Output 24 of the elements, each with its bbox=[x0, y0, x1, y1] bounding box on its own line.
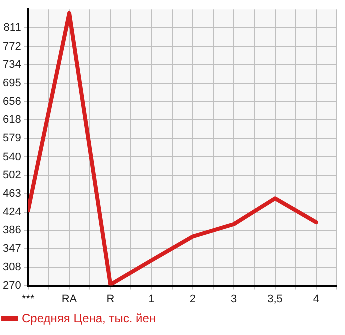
x-tick-label: R bbox=[106, 293, 115, 306]
y-tick-label: 695 bbox=[2, 77, 22, 90]
y-tick-label: 618 bbox=[2, 114, 22, 126]
x-tick-label: 1 bbox=[148, 293, 155, 306]
y-tick-label: 347 bbox=[2, 243, 22, 256]
y-tick-label: 463 bbox=[2, 188, 22, 200]
y-tick-label: 540 bbox=[2, 151, 22, 164]
x-tick-label: RA bbox=[62, 293, 78, 306]
y-tick-label: 502 bbox=[2, 169, 22, 182]
y-tick-label: 308 bbox=[2, 262, 22, 274]
legend-label: Средняя Цена, тыс. йен bbox=[22, 311, 156, 326]
x-tick-label: 3,5 bbox=[268, 293, 283, 306]
x-tick-label: 4 bbox=[313, 293, 320, 306]
y-tick-label: 811 bbox=[4, 22, 22, 34]
y-tick-label: 579 bbox=[2, 132, 22, 145]
y-tick-label: 656 bbox=[2, 96, 22, 108]
x-tick-label: 2 bbox=[190, 293, 196, 306]
y-tick-label: 270 bbox=[2, 280, 22, 292]
x-tick-label: *** bbox=[22, 293, 36, 306]
y-tick-label: 734 bbox=[2, 58, 22, 71]
y-tick-label: 424 bbox=[2, 206, 22, 218]
y-tick-label: 386 bbox=[2, 224, 22, 237]
y-tick-label: 772 bbox=[2, 40, 22, 53]
x-tick-label: 3 bbox=[231, 293, 238, 306]
